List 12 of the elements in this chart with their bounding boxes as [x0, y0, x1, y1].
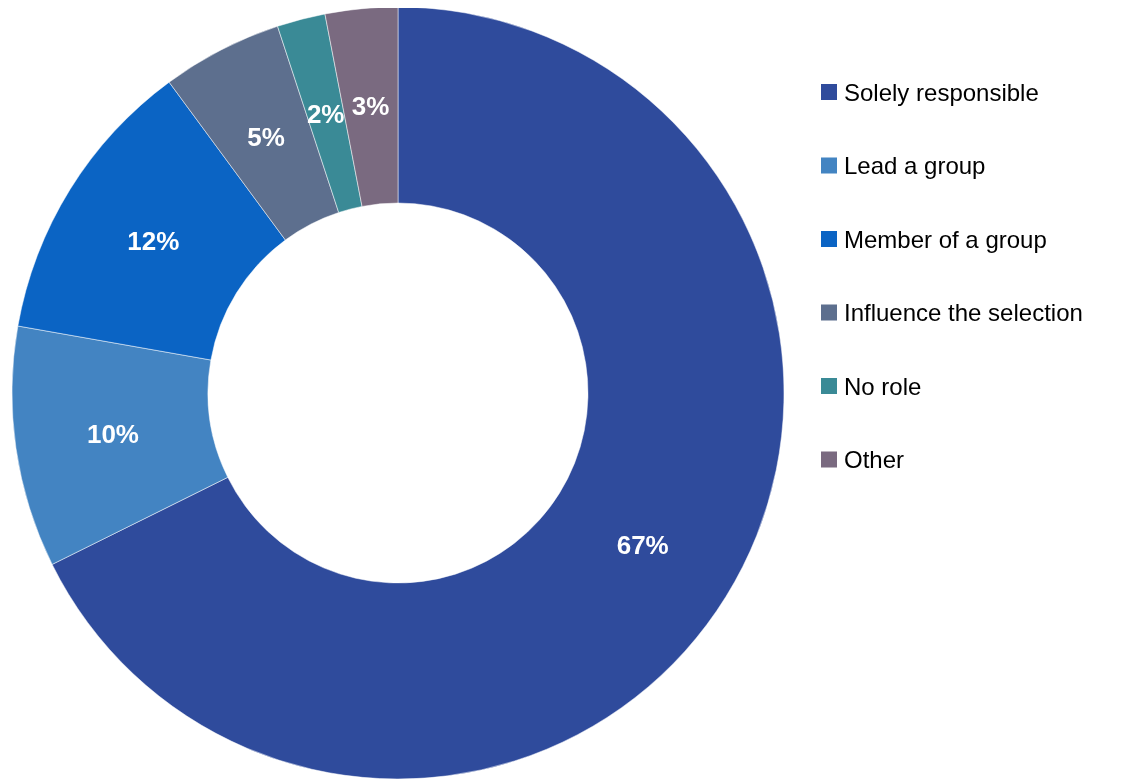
data-label: 10% — [86, 418, 139, 449]
legend-label: No role — [844, 372, 922, 400]
legend-label: Member of a group — [844, 225, 1047, 253]
data-label: 2% — [306, 99, 345, 130]
legend-label: Lead a group — [844, 152, 986, 179]
data-label: 5% — [247, 122, 285, 153]
legend-label: Influence the selection — [844, 299, 1083, 326]
legend-label: Solely responsible — [844, 78, 1039, 106]
data-label: 3% — [351, 91, 390, 122]
data-label: 67% — [616, 529, 669, 560]
data-label: 12% — [127, 226, 180, 257]
legend-label: Other — [844, 446, 905, 473]
